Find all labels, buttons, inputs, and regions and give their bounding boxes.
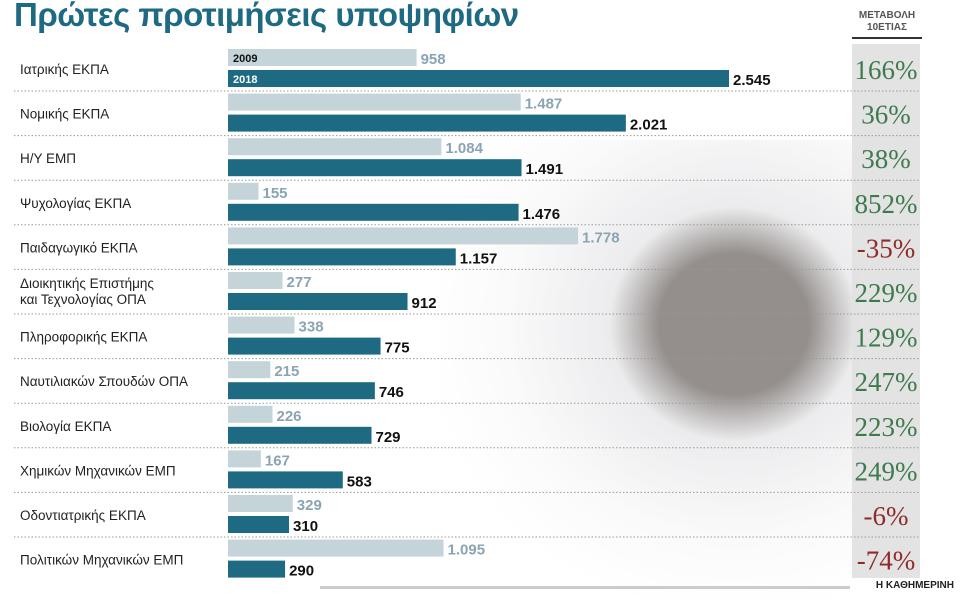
change-value: 36% bbox=[861, 100, 911, 130]
bar-2018 bbox=[228, 159, 522, 177]
change-column-header: ΜΕΤΑΒΟΛΗ 10ΕΤΙΑΣ bbox=[852, 10, 922, 39]
change-value: 166% bbox=[855, 55, 918, 85]
bar-2009 bbox=[228, 138, 442, 156]
legend-2009: 2009 bbox=[233, 53, 257, 65]
value-label-2009: 958 bbox=[421, 51, 446, 68]
value-label-2009: 1.084 bbox=[445, 140, 483, 157]
value-label-2009: 277 bbox=[287, 274, 312, 291]
bar-2018 bbox=[228, 382, 375, 400]
category-label: και Τεχνολογίας ΟΠΑ bbox=[20, 292, 146, 307]
bar-2009 bbox=[228, 49, 417, 66]
bar-2018 bbox=[228, 426, 372, 444]
value-label-2018: 2.545 bbox=[733, 72, 771, 89]
change-column-background bbox=[852, 44, 920, 578]
value-label-2018: 746 bbox=[379, 384, 404, 401]
category-label: Βιολογία ΕΚΠΑ bbox=[20, 419, 111, 434]
value-label-2018: 310 bbox=[293, 518, 318, 535]
change-header-line1: ΜΕΤΑΒΟΛΗ bbox=[858, 10, 916, 21]
category-label: Η/Υ ΕΜΠ bbox=[20, 151, 76, 166]
category-label: Ψυχολογίας ΕΚΠΑ bbox=[20, 196, 131, 211]
category-label: Διοικητικής Επιστήμης bbox=[20, 276, 154, 291]
bar-2009 bbox=[228, 182, 259, 200]
category-label: Χημικών Μηχανικών ΕΜΠ bbox=[20, 463, 176, 478]
bar-2018 bbox=[228, 337, 381, 355]
bar-2018 bbox=[228, 471, 343, 489]
bar-2018 bbox=[228, 516, 290, 533]
value-label-2018: 912 bbox=[412, 295, 437, 312]
value-label-2009: 329 bbox=[297, 497, 322, 514]
value-label-2018: 1.157 bbox=[460, 250, 498, 267]
bar-2009 bbox=[228, 495, 293, 512]
change-value: 129% bbox=[855, 323, 918, 353]
bar-2009 bbox=[228, 539, 444, 557]
change-value: -74% bbox=[857, 546, 915, 576]
bar-2018 bbox=[228, 293, 408, 310]
value-label-2009: 338 bbox=[299, 319, 324, 336]
value-label-2018: 2.021 bbox=[630, 117, 668, 134]
category-label: Πολιτικών Μηχανικών ΕΜΠ bbox=[20, 553, 183, 568]
bar-2018 bbox=[228, 560, 286, 578]
change-value: 38% bbox=[861, 144, 911, 174]
legend-2018: 2018 bbox=[233, 74, 257, 86]
bar-2009 bbox=[228, 272, 283, 289]
bar-2009 bbox=[228, 227, 579, 245]
change-value: 247% bbox=[855, 367, 918, 397]
footer-rule bbox=[320, 586, 850, 589]
bar-2018 bbox=[228, 203, 519, 221]
bar-2009 bbox=[228, 316, 295, 334]
category-label: Νομικής ΕΚΠΑ bbox=[20, 107, 109, 122]
value-label-2018: 775 bbox=[385, 340, 410, 357]
value-label-2009: 215 bbox=[274, 363, 299, 380]
value-label-2009: 226 bbox=[276, 408, 301, 425]
value-label-2009: 167 bbox=[265, 452, 290, 469]
bar-2009 bbox=[228, 361, 271, 379]
bar-2009 bbox=[228, 450, 261, 468]
change-header-line2: 10ΕΤΙΑΣ bbox=[867, 22, 907, 33]
category-label: Ιατρικής ΕΚΠΑ bbox=[20, 62, 109, 77]
category-label: Πληροφορικής ΕΚΠΑ bbox=[20, 330, 147, 345]
value-label-2018: 729 bbox=[376, 429, 401, 446]
change-value: 229% bbox=[855, 278, 918, 308]
value-label-2018: 290 bbox=[289, 563, 314, 580]
change-value: -35% bbox=[857, 233, 915, 263]
value-label-2009: 155 bbox=[263, 185, 288, 202]
value-label-2018: 1.491 bbox=[526, 161, 564, 178]
change-value: 223% bbox=[855, 412, 918, 442]
change-value: 249% bbox=[855, 456, 918, 486]
value-label-2009: 1.095 bbox=[448, 542, 486, 559]
category-label: Παιδαγωγικό ΕΚΠΑ bbox=[20, 240, 138, 255]
bar-2018 bbox=[228, 248, 456, 266]
bar-2009 bbox=[228, 93, 521, 111]
value-label-2018: 583 bbox=[347, 473, 372, 490]
category-label: Ναυτιλιακών Σπουδών ΟΠΑ bbox=[20, 374, 188, 389]
change-value: 852% bbox=[855, 189, 918, 219]
chart-title: Πρώτες προτιμήσεις υποψηφίων bbox=[14, 0, 519, 33]
bar-2009 bbox=[228, 405, 273, 423]
source-credit: Η ΚΑΘΗΜΕΡΙΝΗ bbox=[875, 580, 954, 591]
category-label: Οδοντιατρικής ΕΚΠΑ bbox=[20, 508, 146, 523]
bar-2018 bbox=[228, 114, 626, 132]
value-label-2018: 1.476 bbox=[523, 206, 561, 223]
value-label-2009: 1.487 bbox=[525, 96, 563, 113]
value-label-2009: 1.778 bbox=[582, 229, 620, 246]
bar-2018 bbox=[228, 70, 729, 87]
change-value: -6% bbox=[864, 501, 909, 531]
